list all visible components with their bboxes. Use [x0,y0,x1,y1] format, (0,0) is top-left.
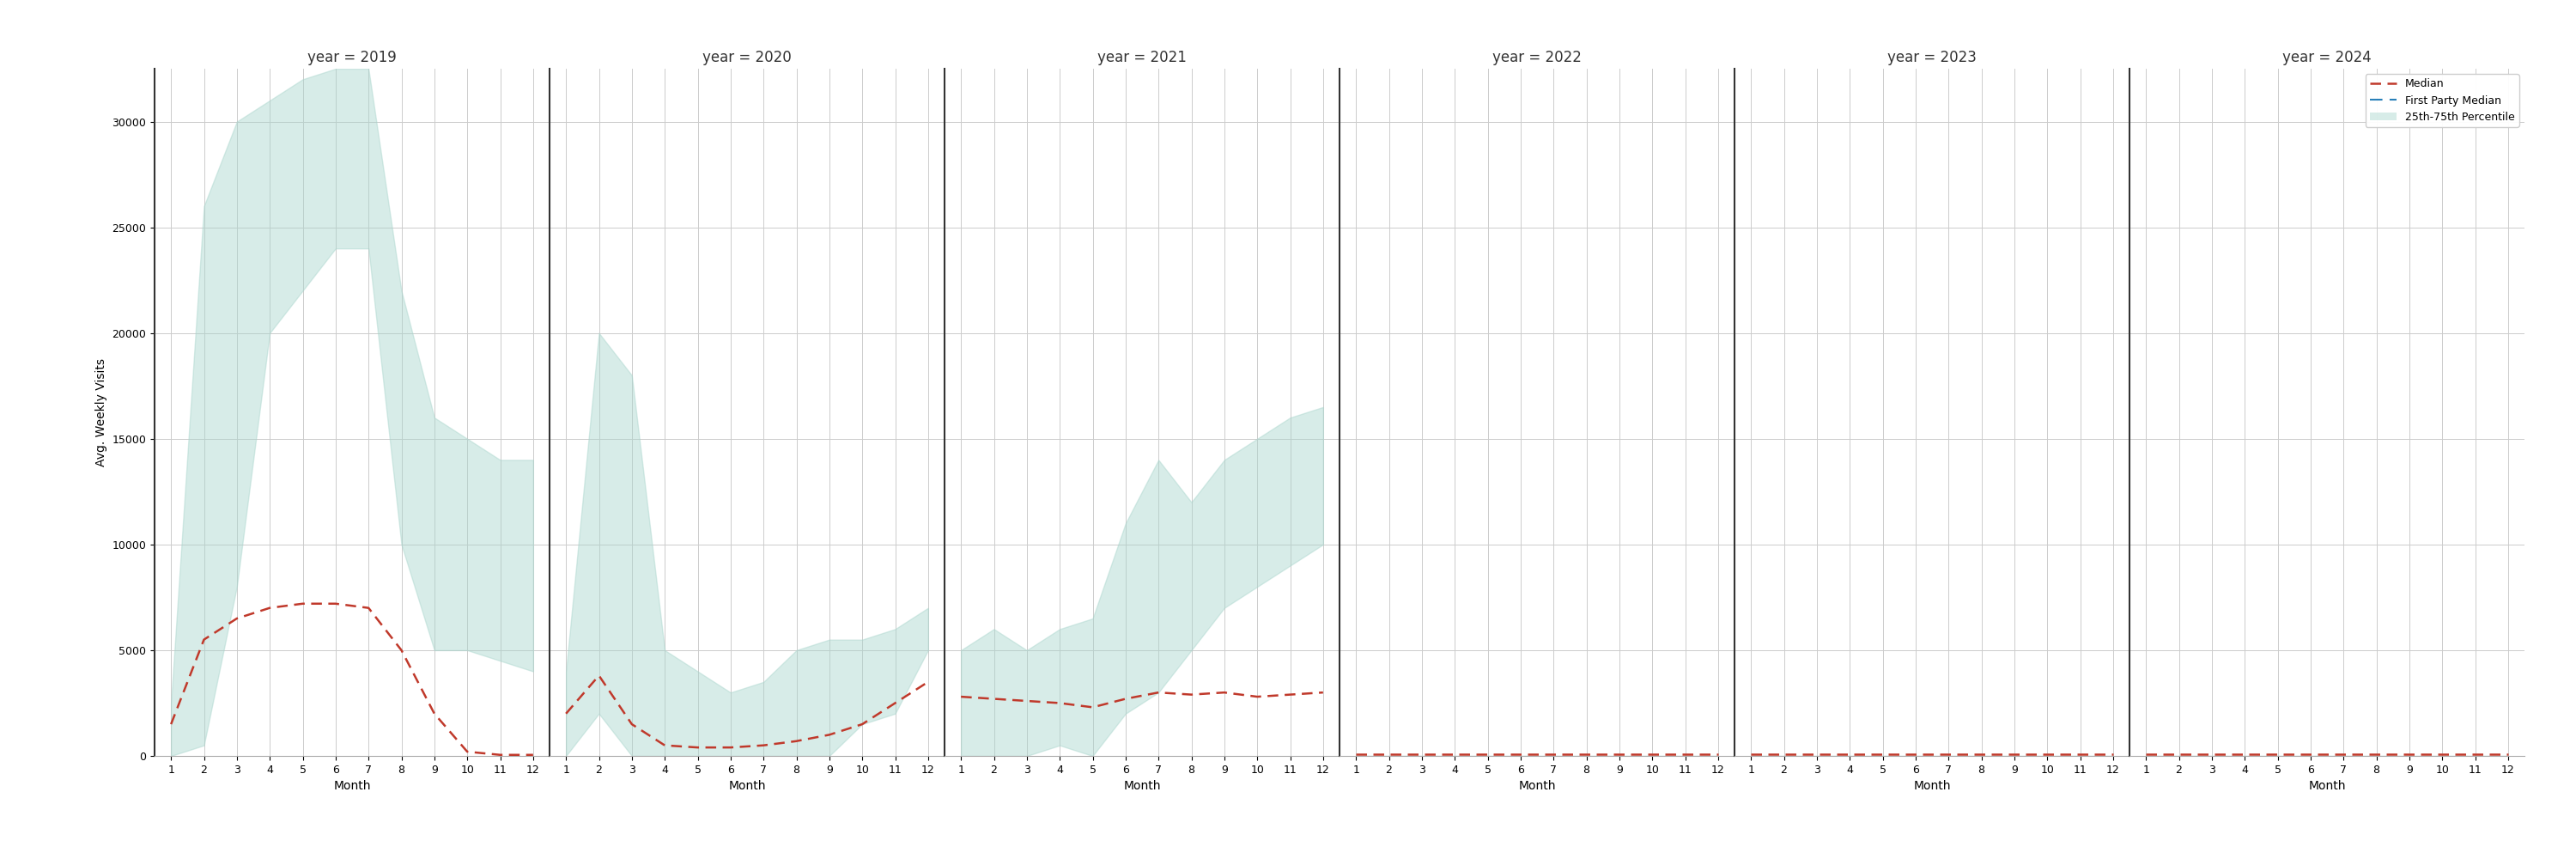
Title: year = 2024: year = 2024 [2282,50,2372,65]
X-axis label: Month: Month [1914,780,1950,792]
Legend: Median, First Party Median, 25th-75th Percentile: Median, First Party Median, 25th-75th Pe… [2365,74,2519,127]
Title: year = 2022: year = 2022 [1492,50,1582,65]
X-axis label: Month: Month [729,780,765,792]
Title: year = 2021: year = 2021 [1097,50,1188,65]
Title: year = 2019: year = 2019 [307,50,397,65]
X-axis label: Month: Month [1123,780,1162,792]
Title: year = 2023: year = 2023 [1888,50,1976,65]
Title: year = 2020: year = 2020 [703,50,791,65]
X-axis label: Month: Month [1517,780,1556,792]
X-axis label: Month: Month [2308,780,2347,792]
Y-axis label: Avg. Weekly Visits: Avg. Weekly Visits [95,358,108,466]
X-axis label: Month: Month [332,780,371,792]
